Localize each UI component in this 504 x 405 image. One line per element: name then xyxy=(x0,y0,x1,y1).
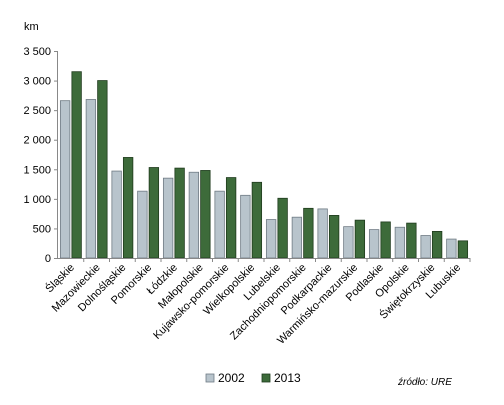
bar-2013 xyxy=(277,197,288,259)
y-tick-label: 2 000 xyxy=(23,135,51,147)
bar-2002 xyxy=(446,238,457,259)
bar-2013 xyxy=(200,170,211,259)
bar-2002 xyxy=(394,226,406,259)
y-axis: 0 500 1 000 1 500 2 000 2 500 3 000 3 500 xyxy=(23,46,58,265)
y-tick-label: 0 xyxy=(45,253,51,265)
bar-2002 xyxy=(111,170,122,259)
bar-2013 xyxy=(97,80,108,259)
y-tick-label: 1 000 xyxy=(23,194,51,206)
bar-2013 xyxy=(122,157,134,259)
y-tick-label: 500 xyxy=(33,223,51,235)
bar-2013 xyxy=(380,221,391,259)
bar-2002 xyxy=(59,100,71,259)
legend-swatch-2013 xyxy=(261,373,271,383)
bar-2002 xyxy=(188,171,200,259)
bar-2002 xyxy=(265,219,277,259)
bar-2013 xyxy=(174,167,185,259)
bar-2013 xyxy=(225,177,237,259)
bar-2002 xyxy=(214,190,225,259)
bar-2002 xyxy=(85,99,97,259)
bar-2013 xyxy=(431,230,443,259)
bar-2013 xyxy=(354,219,366,259)
bars-group xyxy=(59,71,469,259)
legend-label-2013: 2013 xyxy=(274,371,301,385)
y-tick-label: 3 500 xyxy=(23,46,51,58)
bar-2013 xyxy=(406,222,417,259)
legend-label-2002: 2002 xyxy=(218,371,245,385)
legend-swatch-2002 xyxy=(205,373,215,383)
bar-2013 xyxy=(148,167,160,259)
bar-2002 xyxy=(343,226,354,259)
bar-2002 xyxy=(317,208,328,259)
bar-2002 xyxy=(368,229,380,259)
y-tick-label: 1 500 xyxy=(23,164,51,176)
y-axis-unit: km xyxy=(24,21,39,33)
y-tick-label: 3 000 xyxy=(23,76,51,88)
bar-2002 xyxy=(137,190,148,259)
bar-2013 xyxy=(251,181,263,259)
bar-2013 xyxy=(328,215,340,259)
bar-2013 xyxy=(457,240,469,259)
legend: 2002 2013 xyxy=(205,371,301,385)
bar-2013 xyxy=(303,207,314,259)
y-tick-label: 2 500 xyxy=(23,105,51,117)
bar-2002 xyxy=(420,235,431,259)
x-axis: ŚląskieMazowieckieDolnośląskiePomorskieŁ… xyxy=(43,258,471,347)
bar-2002 xyxy=(291,216,303,259)
source-note: źródło: URE xyxy=(397,377,452,388)
bar-2013 xyxy=(71,71,82,259)
bar-2002 xyxy=(240,194,251,259)
bar-2002 xyxy=(162,177,174,259)
